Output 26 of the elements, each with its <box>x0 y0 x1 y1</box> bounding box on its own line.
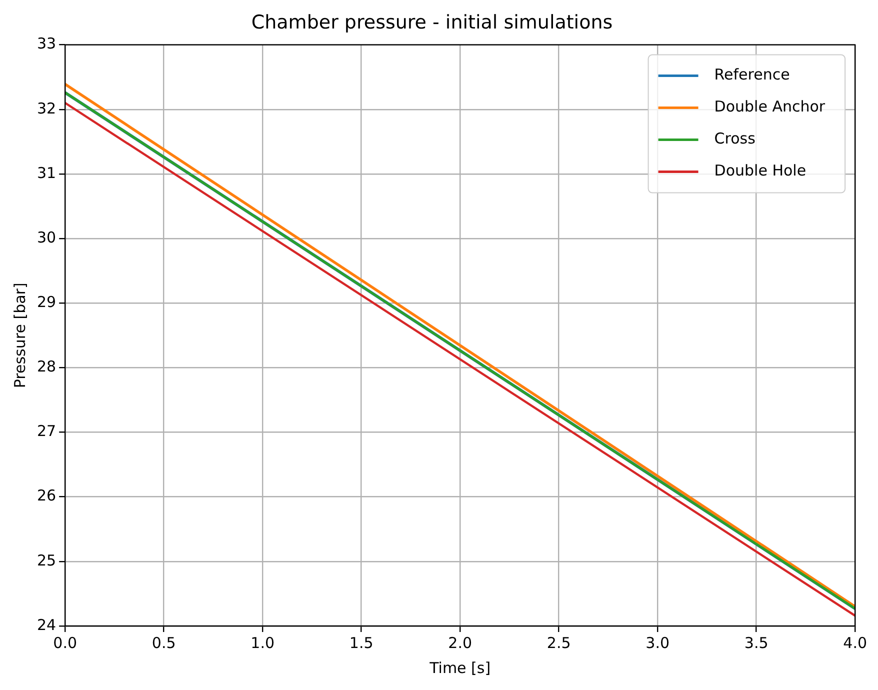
y-tick-label: 25 <box>36 551 56 570</box>
x-tick-label: 2.5 <box>546 634 571 652</box>
chart-title: Chamber pressure - initial simulations <box>251 11 613 34</box>
y-axis-title: Pressure [bar] <box>10 282 29 388</box>
y-tick-label: 30 <box>36 228 56 246</box>
x-tick-label: 3.5 <box>744 634 768 652</box>
x-tick-label: 3.0 <box>646 634 670 652</box>
x-tick-label: 0.5 <box>152 634 176 652</box>
y-tick-label: 32 <box>36 99 56 118</box>
y-tick-label: 29 <box>36 293 56 311</box>
legend-label: Cross <box>714 130 756 148</box>
y-tick-label: 28 <box>36 358 56 376</box>
legend-label: Double Anchor <box>714 98 826 116</box>
x-tick-label: 2.0 <box>448 634 472 652</box>
x-tick-label: 4.0 <box>843 634 867 652</box>
y-tick-label: 26 <box>36 486 56 505</box>
y-tick-label: 31 <box>36 164 56 182</box>
x-tick-label: 0.0 <box>53 634 78 652</box>
x-tick-label: 1.0 <box>250 634 275 652</box>
y-tick-label: 24 <box>36 616 56 634</box>
x-axis-title: Time [s] <box>428 658 491 677</box>
y-tick-label: 33 <box>36 34 56 53</box>
x-tick-label: 1.5 <box>349 634 374 652</box>
legend-label: Reference <box>714 66 790 84</box>
legend-label: Double Hole <box>714 162 806 180</box>
y-tick-label: 27 <box>36 422 56 440</box>
